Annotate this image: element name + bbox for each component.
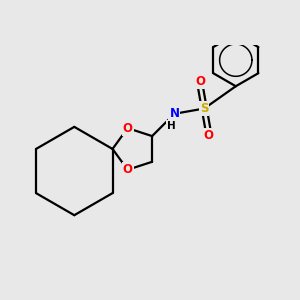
- Text: N: N: [169, 107, 179, 120]
- Text: O: O: [203, 129, 213, 142]
- Text: O: O: [123, 122, 133, 135]
- Text: H: H: [167, 121, 176, 130]
- Text: O: O: [195, 75, 206, 88]
- Text: S: S: [200, 102, 208, 115]
- Text: O: O: [123, 163, 133, 176]
